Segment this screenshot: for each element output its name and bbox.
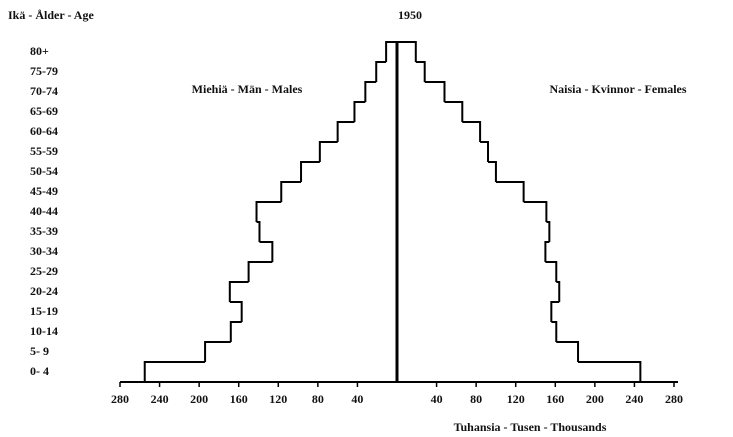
bar bbox=[228, 281, 249, 302]
bar bbox=[545, 261, 558, 282]
x-tick-label: 80 bbox=[470, 392, 482, 406]
x-tick-label: 280 bbox=[665, 392, 683, 406]
bar bbox=[444, 101, 464, 122]
bar bbox=[462, 121, 482, 142]
bar bbox=[556, 281, 561, 302]
bar bbox=[544, 241, 550, 262]
y-tick-label: 50-54 bbox=[30, 164, 58, 178]
bar bbox=[488, 161, 497, 182]
bar bbox=[247, 261, 273, 282]
bar bbox=[550, 301, 560, 322]
bar bbox=[415, 61, 426, 82]
y-tick-label: 55-59 bbox=[30, 144, 58, 158]
left-series-label: Miehiä - Män - Males bbox=[192, 82, 303, 96]
bar bbox=[556, 341, 580, 362]
bar bbox=[480, 141, 490, 162]
chart-title: 1950 bbox=[398, 8, 422, 22]
x-tick-label: 240 bbox=[151, 392, 169, 406]
x-tick-label: 280 bbox=[111, 392, 129, 406]
bar bbox=[397, 41, 417, 62]
bar bbox=[551, 321, 558, 342]
x-tick-label: 160 bbox=[546, 392, 564, 406]
y-tick-label: 75-79 bbox=[30, 64, 58, 78]
y-axis-title: Ikä - Ålder - Age bbox=[8, 8, 94, 22]
bar bbox=[424, 81, 446, 102]
x-tick-label: 120 bbox=[507, 392, 525, 406]
bar bbox=[375, 61, 387, 82]
y-tick-label: 70-74 bbox=[30, 84, 58, 98]
bar bbox=[300, 161, 320, 182]
y-tick-label: 65-69 bbox=[30, 104, 58, 118]
x-tick-label: 240 bbox=[625, 392, 643, 406]
y-tick-label: 10-14 bbox=[30, 324, 58, 338]
y-tick-label: 30-34 bbox=[30, 244, 58, 258]
y-tick-label: 35-39 bbox=[30, 224, 58, 238]
bar bbox=[397, 361, 642, 383]
bar bbox=[523, 201, 548, 222]
y-tick-label: 0- 4 bbox=[30, 364, 49, 378]
bar bbox=[229, 321, 242, 342]
bar bbox=[229, 301, 243, 322]
y-tick-label: 15-19 bbox=[30, 304, 58, 318]
bar bbox=[364, 81, 377, 102]
y-tick-label: 25-29 bbox=[30, 264, 58, 278]
y-tick-label: 5- 9 bbox=[30, 344, 49, 358]
x-tick-label: 80 bbox=[312, 392, 324, 406]
y-tick-label: 45-49 bbox=[30, 184, 58, 198]
x-tick-label: 120 bbox=[269, 392, 287, 406]
bar bbox=[336, 121, 355, 142]
bar bbox=[255, 201, 282, 222]
x-axis-title: Tuhansia - Tusen - Thousands bbox=[454, 420, 607, 434]
bar bbox=[256, 221, 261, 242]
y-tick-label: 60-64 bbox=[30, 124, 58, 138]
x-tick-label: 200 bbox=[586, 392, 604, 406]
x-tick-label: 160 bbox=[230, 392, 248, 406]
bar bbox=[495, 181, 525, 202]
y-tick-label: 40-44 bbox=[30, 204, 58, 218]
x-tick-label: 200 bbox=[190, 392, 208, 406]
y-tick-label: 80+ bbox=[30, 44, 49, 58]
bar bbox=[353, 101, 366, 122]
x-tick-label: 40 bbox=[351, 392, 363, 406]
y-tick-label: 20-24 bbox=[30, 284, 58, 298]
bar bbox=[318, 141, 338, 162]
bar bbox=[280, 181, 302, 202]
bar bbox=[546, 221, 551, 242]
bar bbox=[204, 341, 231, 362]
right-series-label: Naisia - Kvinnor - Females bbox=[549, 82, 686, 96]
x-tick-label: 40 bbox=[431, 392, 443, 406]
bar bbox=[143, 361, 397, 383]
bar bbox=[259, 241, 274, 262]
bar bbox=[385, 41, 397, 62]
